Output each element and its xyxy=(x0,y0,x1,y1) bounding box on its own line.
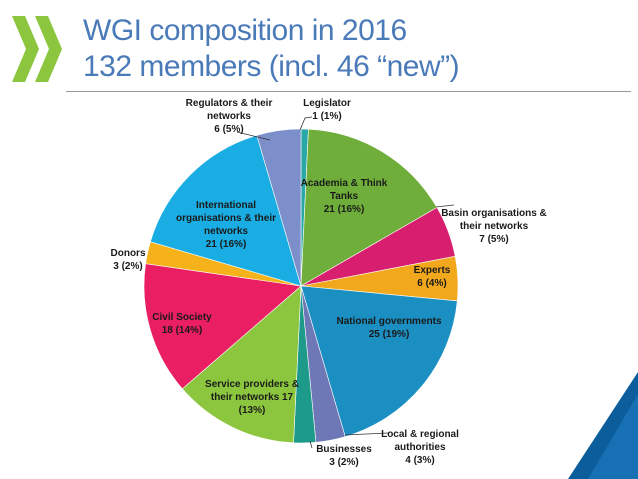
pie-slice xyxy=(300,285,458,438)
slice-label-line: 4 (3%) xyxy=(405,455,434,466)
slice-label: Local & regional authorities 4 (3%) xyxy=(381,429,459,466)
slice-label: National governments 25 (19%) xyxy=(336,316,441,340)
pie-slice xyxy=(149,134,302,287)
slice-label-line: Civil Society xyxy=(152,312,212,323)
slice-label-line: 25 (19%) xyxy=(369,329,410,340)
pie-slices xyxy=(143,128,459,444)
pie-slice xyxy=(181,285,302,444)
slice-label-line: 6 (4%) xyxy=(417,278,446,289)
slice-label: Legislator 1 (1%) xyxy=(303,98,351,122)
slice-label-line: Tanks xyxy=(330,191,359,202)
slice-label-line: Experts xyxy=(414,265,451,276)
slice-label-line: their networks 17 xyxy=(211,392,294,403)
slice-label-line: their networks xyxy=(460,221,529,232)
slice-label: Donors 3 (2%) xyxy=(111,248,146,272)
slice-label-line: 1 (1%) xyxy=(312,111,341,122)
slice-label-line: Legislator xyxy=(303,98,351,109)
slice-label-line: networks xyxy=(207,111,251,122)
slice-label: International organisations & their networ… xyxy=(176,200,276,250)
leader-line xyxy=(344,432,389,436)
chevron-right-shape xyxy=(35,16,62,82)
slide-subtitle: 132 members (incl. 46 “new”) xyxy=(83,50,460,83)
slice-label: Service providers & their networks 17 (13%… xyxy=(205,379,299,416)
slice-label: Basin organisations & their networks 7 (5%… xyxy=(441,208,547,245)
slice-label-line: 3 (2%) xyxy=(329,457,358,468)
slice-label-line: International xyxy=(196,200,256,211)
slice-label: Civil Society 18 (14%) xyxy=(152,312,212,336)
slice-label: Businesses 3 (2%) xyxy=(316,444,372,468)
slice-label-line: Service providers & xyxy=(205,379,299,390)
slice-label-line: (13%) xyxy=(239,405,266,416)
slice-label-line: 6 (5%) xyxy=(214,124,243,135)
chevron-left-shape xyxy=(12,16,39,82)
slice-label-line: 18 (14%) xyxy=(162,325,203,336)
title-divider xyxy=(66,91,631,92)
leader-line xyxy=(309,440,313,449)
pie-slice xyxy=(143,263,302,390)
slice-label: Regulators & their networks 6 (5%) xyxy=(186,98,273,135)
slice-label-line: Regulators & their xyxy=(186,98,273,109)
pie-slice xyxy=(256,128,302,287)
leader-line xyxy=(236,131,271,141)
slice-label-line: Basin organisations & xyxy=(441,208,547,219)
slice-label-line: authorities xyxy=(394,442,446,453)
oecd-chevron-logo xyxy=(12,16,62,82)
slice-label-line: 3 (2%) xyxy=(113,261,142,272)
pie-labels: Legislator 1 (1%) Academia & Think Tanks 21 … xyxy=(111,98,547,468)
slice-label-line: Academia & Think xyxy=(301,178,388,189)
slide-title: WGI composition in 2016 xyxy=(83,14,407,47)
leader-lines xyxy=(236,116,455,449)
leader-line xyxy=(435,204,455,208)
slice-label: Experts 6 (4%) xyxy=(414,265,451,289)
pie-slice xyxy=(300,128,438,287)
slice-label-line: National governments xyxy=(336,316,441,327)
slice-label-line: networks xyxy=(204,226,248,237)
slice-label-line: 21 (16%) xyxy=(206,239,247,250)
slice-label-line: organisations & their xyxy=(176,213,276,224)
leader-line xyxy=(299,116,313,131)
slice-label-line: Local & regional xyxy=(381,429,459,440)
slice-label-line: Businesses xyxy=(316,444,372,455)
slice-label: Academia & Think Tanks 21 (16%) xyxy=(301,178,388,215)
slice-label-line: 21 (16%) xyxy=(324,204,365,215)
slice-label-line: Donors xyxy=(111,248,146,259)
slice-label-line: 7 (5%) xyxy=(479,234,508,245)
